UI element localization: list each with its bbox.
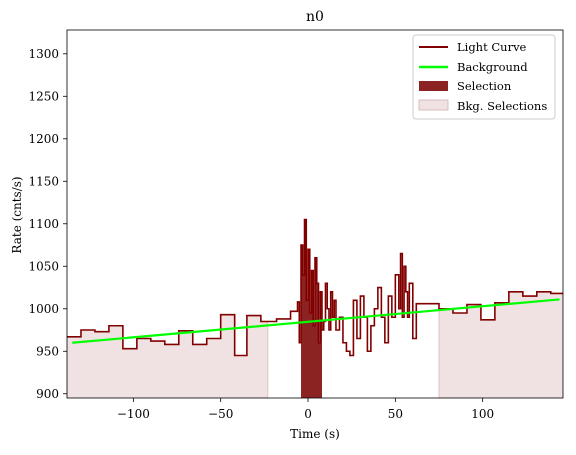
y-tick-label: 1250 <box>28 89 59 103</box>
ticks-layer: −100 −50 0 50 100 900 950 1000 1050 1100 1150 1200 1… <box>28 47 494 421</box>
legend-bkg-selections-label: Bkg. Selections <box>457 99 547 113</box>
y-tick-label: 950 <box>36 344 59 358</box>
legend-selection-label: Selection <box>457 79 512 93</box>
x-tick-label: 100 <box>471 407 494 421</box>
background-line <box>72 298 560 344</box>
x-tick-label: 0 <box>304 407 312 421</box>
plot-layer <box>67 218 563 398</box>
legend-selection-swatch <box>419 81 448 91</box>
y-tick-label: 1300 <box>28 47 59 61</box>
y-tick-label: 1200 <box>28 132 59 146</box>
y-tick-label: 1000 <box>28 302 59 316</box>
x-tick-label: −50 <box>208 407 233 421</box>
chart-title: n0 <box>306 9 324 25</box>
x-tick-label: 50 <box>388 407 403 421</box>
legend: Light Curve Background Selection Bkg. Se… <box>412 34 556 120</box>
legend-bkg-selections-swatch <box>418 99 449 111</box>
y-tick-label: 1050 <box>28 259 59 273</box>
y-tick-label: 1100 <box>28 217 59 231</box>
plot-frame <box>66 29 564 399</box>
x-axis-label: Time (s) <box>290 427 340 441</box>
legend-background-label: Background <box>457 60 528 74</box>
legend-light-curve-label: Light Curve <box>457 40 527 54</box>
light-curve-line <box>67 218 563 357</box>
y-tick-label: 1150 <box>28 174 59 188</box>
y-axis-label: Rate (cnts/s) <box>10 176 24 253</box>
y-tick-label: 900 <box>36 387 59 401</box>
legend-box <box>412 34 556 120</box>
x-tick-label: −100 <box>117 407 150 421</box>
